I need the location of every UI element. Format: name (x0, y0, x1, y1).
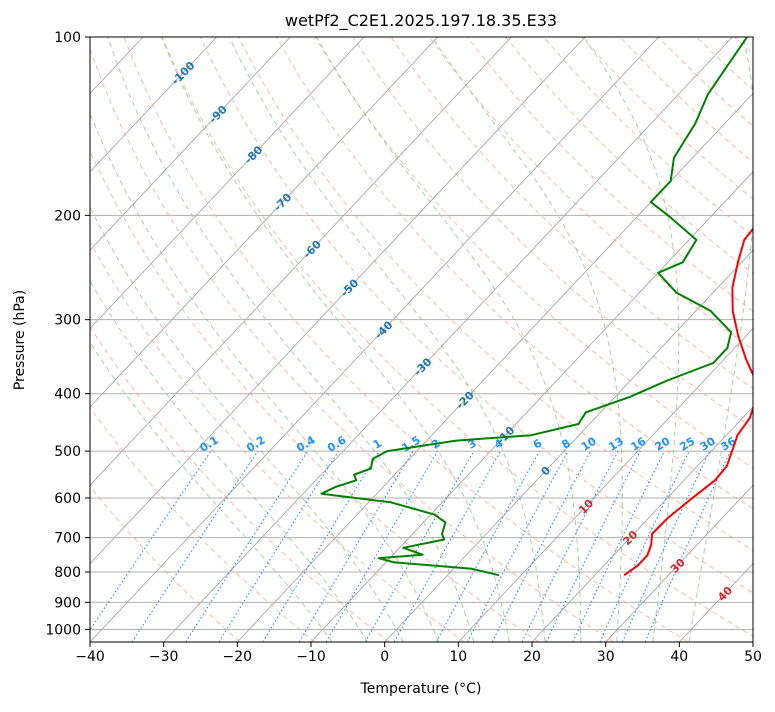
y-tick-label: 400 (54, 387, 81, 403)
y-tick-label: 300 (54, 313, 81, 329)
y-tick-label: 600 (54, 491, 81, 507)
y-tick-label: 900 (54, 595, 81, 611)
x-tick-label: 10 (449, 649, 467, 665)
y-tick-label: 1000 (45, 622, 81, 638)
x-tick-label: 20 (523, 649, 541, 665)
x-tick-label: −30 (149, 649, 179, 665)
x-tick-label: −40 (75, 649, 105, 665)
x-axis-label: Temperature (°C) (360, 681, 482, 697)
x-tick-label: 0 (380, 649, 389, 665)
x-tick-label: 40 (670, 649, 688, 665)
x-tick-label: −20 (223, 649, 253, 665)
y-tick-label: 800 (54, 565, 81, 581)
y-tick-label: 200 (54, 208, 81, 224)
chart-title: wetPf2_C2E1.2025.197.18.35.E33 (285, 11, 557, 31)
x-tick-label: 50 (744, 649, 762, 665)
y-tick-label: 100 (54, 30, 81, 46)
x-tick-label: −10 (296, 649, 326, 665)
y-tick-label: 700 (54, 531, 81, 547)
x-tick-label: 30 (597, 649, 615, 665)
y-axis-label: Pressure (hPa) (12, 290, 28, 390)
y-tick-label: 500 (54, 444, 81, 460)
